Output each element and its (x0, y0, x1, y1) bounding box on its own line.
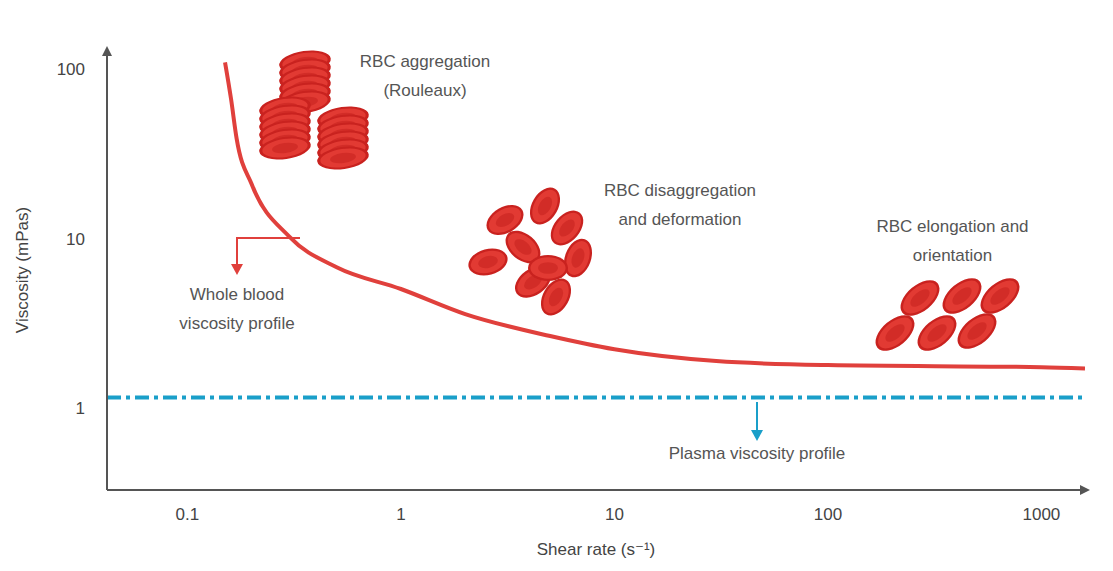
html-text:RBC elongation and orientation: RBC elongation and orientation (876, 217, 1029, 265)
html-text:Whole blood viscosity profile: Whole blood viscosity profile (179, 285, 295, 333)
svg-text:10: 10 (605, 505, 624, 524)
svg-text:Shear rate (s⁻¹): Shear rate (s⁻¹) (537, 540, 656, 559)
svg-text:1000: 1000 (1023, 505, 1061, 524)
svg-text:0.1: 0.1 (176, 505, 200, 524)
svg-text:100: 100 (57, 60, 85, 79)
html-text:RBC aggregation (Rouleaux): RBC aggregation (Rouleaux) (359, 52, 491, 100)
svg-text:10: 10 (66, 230, 85, 249)
svg-text:1: 1 (396, 505, 405, 524)
svg-text:Viscosity (mPas): Viscosity (mPas) (13, 207, 32, 333)
svg-text:100: 100 (814, 505, 842, 524)
svg-text:1: 1 (76, 399, 85, 418)
html-text:RBC disaggregation and deforma: RBC disaggregation and deformation (603, 181, 757, 229)
html-text:Plasma viscosity profile: Plasma viscosity profile (668, 444, 846, 463)
